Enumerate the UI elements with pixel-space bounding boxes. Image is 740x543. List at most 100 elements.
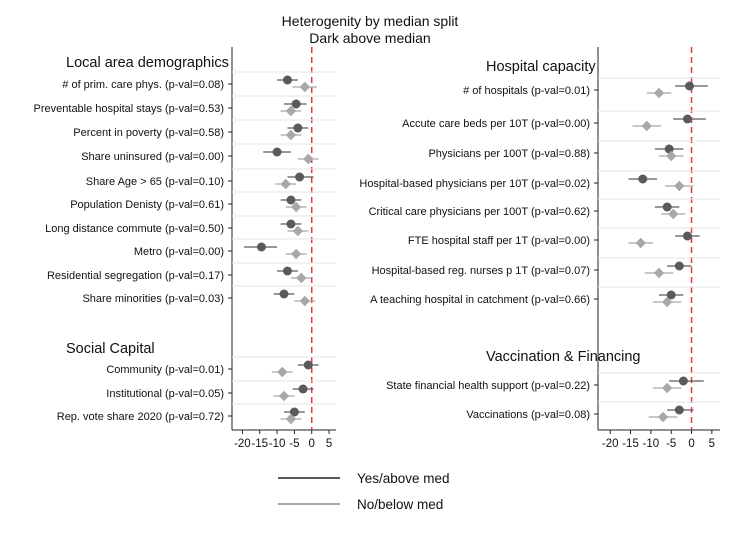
data-row: Vaccinations (p-val=0.08)	[466, 401, 720, 423]
panel-1: -20 -15 -10 -5 0 5 Local area demographics # of…	[34, 47, 336, 450]
x-tick-label: -5	[289, 438, 299, 450]
section-title: Vaccination & Financing	[486, 349, 641, 365]
row-label: A teaching hospital in catchment (p-val=…	[370, 294, 590, 306]
panel-2: -20 -15 -10 -5 0 5 Hospital capacity # of hospi…	[359, 47, 720, 450]
point-above	[674, 261, 684, 271]
point-below	[290, 201, 302, 213]
point-above	[662, 202, 672, 212]
data-row: Critical care physicians per 100T (p-val…	[369, 198, 720, 220]
data-row: Hospital-based reg. nurses p 1T (p-val=0…	[372, 257, 720, 279]
point-below	[303, 153, 314, 165]
data-row: Accute care beds per 10T (p-val=0.00)	[402, 110, 720, 132]
data-row: State financial health support (p-val=0.…	[386, 372, 720, 394]
point-above	[279, 289, 289, 299]
data-row: A teaching hospital in catchment (p-val=…	[370, 286, 720, 308]
point-below	[635, 237, 646, 249]
point-below	[278, 390, 290, 402]
row-label: Hospital-based reg. nurses p 1T (p-val=0…	[372, 265, 590, 277]
point-below	[668, 208, 679, 220]
point-below	[661, 296, 673, 308]
section-title: Local area demographics	[66, 55, 229, 71]
legend: Yes/above med No/below med	[278, 471, 450, 512]
point-above	[286, 195, 296, 205]
row-label: Long distance commute (p-val=0.50)	[45, 223, 224, 235]
row-label: Critical care physicians per 100T (p-val…	[369, 206, 590, 218]
row-label: FTE hospital staff per 1T (p-val=0.00)	[408, 235, 590, 247]
point-below	[296, 272, 307, 284]
x-tick-label: -5	[666, 438, 676, 450]
x-tick-label: -15	[251, 438, 268, 450]
row-label: Vaccinations (p-val=0.08)	[466, 409, 590, 421]
row-label: Accute care beds per 10T (p-val=0.00)	[402, 118, 590, 130]
point-below	[661, 382, 673, 394]
point-below	[653, 267, 665, 279]
section-title: Hospital capacity	[486, 59, 596, 75]
row-label: State financial health support (p-val=0.…	[386, 380, 590, 392]
x-tick-label: -10	[643, 438, 660, 450]
point-below	[285, 105, 297, 117]
point-below	[280, 178, 291, 190]
data-row: Rep. vote share 2020 (p-val=0.72)	[57, 403, 336, 425]
data-row: # of prim. care phys. (p-val=0.08)	[62, 71, 336, 93]
x-tick-label: -10	[269, 438, 286, 450]
data-row: Long distance commute (p-val=0.50)	[45, 215, 336, 237]
data-row: Hospital-based physicians per 10T (p-val…	[359, 170, 720, 192]
point-above	[682, 114, 692, 124]
point-above	[256, 242, 266, 252]
point-below	[657, 411, 669, 423]
point-above	[291, 99, 301, 109]
row-label: Institutional (p-val=0.05)	[106, 388, 224, 400]
row-label: Percent in poverty (p-val=0.58)	[73, 127, 224, 139]
point-below	[290, 248, 302, 260]
point-below	[299, 295, 310, 307]
point-above	[682, 231, 692, 241]
point-above	[289, 407, 299, 417]
data-row: Population Denisty (p-val=0.61)	[70, 191, 336, 213]
point-above	[295, 172, 305, 182]
x-tick-label: -20	[234, 438, 251, 450]
row-label: # of hospitals (p-val=0.01)	[463, 85, 590, 97]
point-above	[303, 360, 313, 370]
point-below	[285, 413, 297, 425]
data-row: # of hospitals (p-val=0.01)	[463, 77, 720, 99]
point-below	[285, 129, 297, 141]
point-below	[641, 120, 652, 132]
data-row: Community (p-val=0.01)	[106, 356, 336, 378]
point-above	[272, 147, 282, 157]
row-label: Physicians per 100T (p-val=0.88)	[428, 148, 590, 160]
x-tick-label: 5	[326, 438, 332, 450]
point-below	[299, 81, 310, 93]
data-row: Share Age > 65 (p-val=0.10)	[86, 168, 336, 190]
row-label: Share uninsured (p-val=0.00)	[81, 151, 224, 163]
x-tick-label: -15	[622, 438, 639, 450]
point-above	[674, 405, 684, 415]
row-label: Share Age > 65 (p-val=0.10)	[86, 176, 224, 188]
point-below	[674, 180, 685, 192]
point-below	[653, 87, 665, 99]
data-row: Metro (p-val=0.00)	[134, 238, 336, 260]
legend-label-above: Yes/above med	[357, 471, 450, 486]
section-title: Social Capital	[66, 341, 155, 357]
point-above	[282, 75, 292, 85]
row-label: Population Denisty (p-val=0.61)	[70, 199, 224, 211]
row-label: Metro (p-val=0.00)	[134, 246, 224, 258]
point-above	[282, 266, 292, 276]
data-row: FTE hospital staff per 1T (p-val=0.00)	[408, 227, 720, 249]
row-label: Rep. vote share 2020 (p-val=0.72)	[57, 411, 224, 423]
x-tick-label: 0	[309, 438, 315, 450]
point-above	[666, 290, 676, 300]
point-below	[292, 225, 304, 237]
legend-label-below: No/below med	[357, 497, 443, 512]
point-above	[293, 123, 303, 133]
data-row: Institutional (p-val=0.05)	[106, 380, 336, 402]
row-label: # of prim. care phys. (p-val=0.08)	[62, 79, 224, 91]
data-row: Percent in poverty (p-val=0.58)	[73, 119, 336, 141]
row-label: Share minorities (p-val=0.03)	[82, 293, 224, 305]
row-label: Residential segregation (p-val=0.17)	[47, 270, 224, 282]
data-row: Share minorities (p-val=0.03)	[82, 285, 336, 307]
row-label: Community (p-val=0.01)	[106, 364, 224, 376]
point-above	[685, 81, 694, 91]
data-row: Preventable hospital stays (p-val=0.53)	[34, 95, 336, 117]
